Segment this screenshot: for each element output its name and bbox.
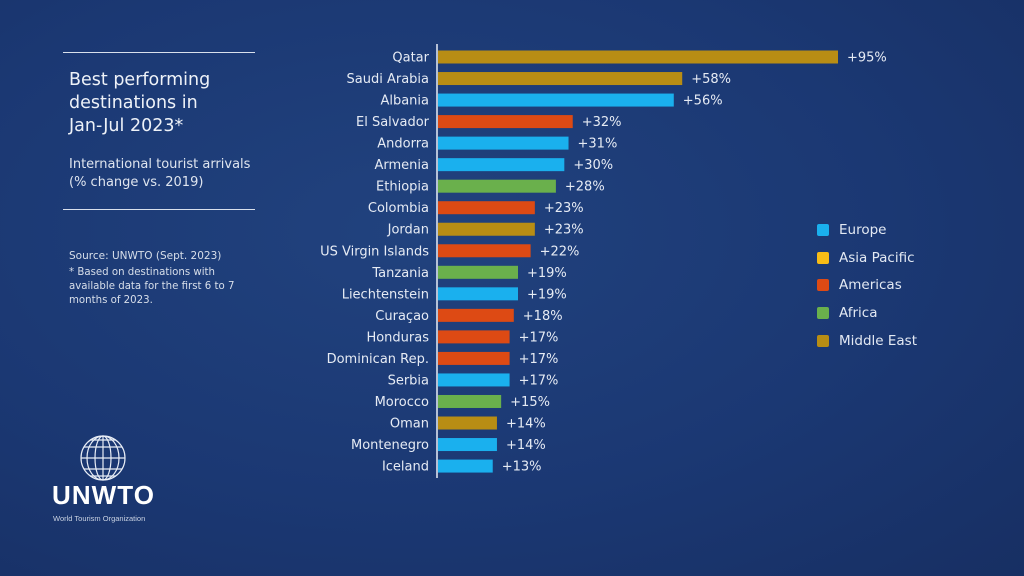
bar — [438, 136, 569, 150]
value-label: +19% — [527, 287, 567, 302]
value-label: +17% — [519, 330, 559, 345]
legend: Europe Asia Pacific Americas Africa Middle E… — [817, 216, 917, 354]
category-label: Morocco — [375, 395, 429, 410]
value-label: +15% — [510, 395, 550, 410]
legend-label: Europe — [839, 221, 887, 238]
value-label: +56% — [683, 94, 723, 109]
legend-swatch — [817, 306, 829, 319]
legend-label: Africa — [839, 304, 878, 321]
value-label: +19% — [527, 266, 567, 281]
logo-wordmark: UNWTO — [52, 480, 154, 510]
value-label: +28% — [565, 180, 605, 195]
category-label: US Virgin Islands — [320, 244, 429, 259]
legend-label: Asia Pacific — [839, 249, 915, 266]
source-text: Source: UNWTO (Sept. 2023) — [69, 250, 222, 262]
bottom-rule — [63, 209, 255, 210]
bar — [438, 201, 535, 215]
bar — [438, 394, 502, 408]
top-rule — [63, 52, 255, 53]
category-label: Colombia — [368, 201, 429, 216]
bar — [438, 459, 493, 473]
bar — [438, 158, 565, 172]
legend-item: Africa — [817, 299, 917, 327]
value-label: +95% — [847, 51, 887, 66]
category-label: Curaçao — [375, 309, 429, 324]
legend-item: Europe — [817, 216, 917, 244]
bar — [438, 265, 518, 279]
category-label: Serbia — [388, 373, 429, 388]
legend-swatch — [817, 223, 829, 236]
category-label: Jordan — [387, 223, 429, 238]
bar — [438, 179, 556, 193]
category-label: Oman — [390, 417, 429, 432]
value-label: +14% — [506, 438, 546, 453]
category-label: Armenia — [375, 158, 430, 173]
category-label: Andorra — [377, 137, 429, 152]
value-label: +14% — [506, 417, 546, 432]
bar — [438, 308, 514, 322]
legend-item: Middle East — [817, 327, 917, 355]
value-label: +31% — [578, 137, 618, 152]
bar — [438, 330, 510, 344]
value-label: +30% — [573, 158, 613, 173]
value-label: +58% — [691, 72, 731, 87]
bar — [438, 373, 510, 387]
chart-title: Best performing destinations in Jan-Jul … — [69, 70, 211, 136]
legend-swatch — [817, 251, 829, 264]
value-label: +22% — [540, 244, 580, 259]
value-label: +13% — [502, 460, 542, 475]
category-label: El Salvador — [356, 115, 430, 130]
category-label: Montenegro — [351, 438, 429, 453]
bar — [438, 351, 510, 365]
bar — [438, 93, 674, 107]
bar — [438, 416, 497, 430]
bar — [438, 438, 497, 452]
category-label: Qatar — [392, 51, 429, 66]
category-label: Iceland — [382, 460, 429, 475]
unwto-logo: UNWTO World Tourism Organization — [50, 432, 165, 527]
chart-subtitle: International tourist arrivals (% change… — [69, 157, 251, 190]
value-label: +23% — [544, 201, 584, 216]
bar — [438, 115, 573, 129]
bar — [438, 287, 518, 301]
category-label: Albania — [380, 94, 429, 109]
category-label: Honduras — [366, 330, 429, 345]
category-label: Saudi Arabia — [347, 72, 430, 87]
legend-swatch — [817, 334, 829, 347]
bar — [438, 244, 531, 258]
value-label: +18% — [523, 309, 563, 324]
value-label: +23% — [544, 223, 584, 238]
bar — [438, 222, 535, 236]
value-label: +32% — [582, 115, 622, 130]
legend-swatch — [817, 279, 829, 292]
value-label: +17% — [519, 373, 559, 388]
bar — [438, 50, 838, 64]
category-label: Liechtenstein — [342, 287, 429, 302]
category-label: Tanzania — [371, 266, 429, 281]
legend-label: Americas — [839, 277, 902, 294]
legend-item: Americas — [817, 271, 917, 299]
value-label: +17% — [519, 352, 559, 367]
legend-item: Asia Pacific — [817, 244, 917, 272]
logo-tagline: World Tourism Organization — [53, 514, 145, 523]
globe-icon: UNWTO World Tourism Organization — [52, 435, 154, 523]
category-label: Dominican Rep. — [327, 352, 429, 367]
bar — [438, 72, 683, 86]
category-label: Ethiopia — [376, 180, 429, 195]
legend-label: Middle East — [839, 332, 918, 349]
footnote: * Based on destinations with available d… — [69, 267, 235, 306]
